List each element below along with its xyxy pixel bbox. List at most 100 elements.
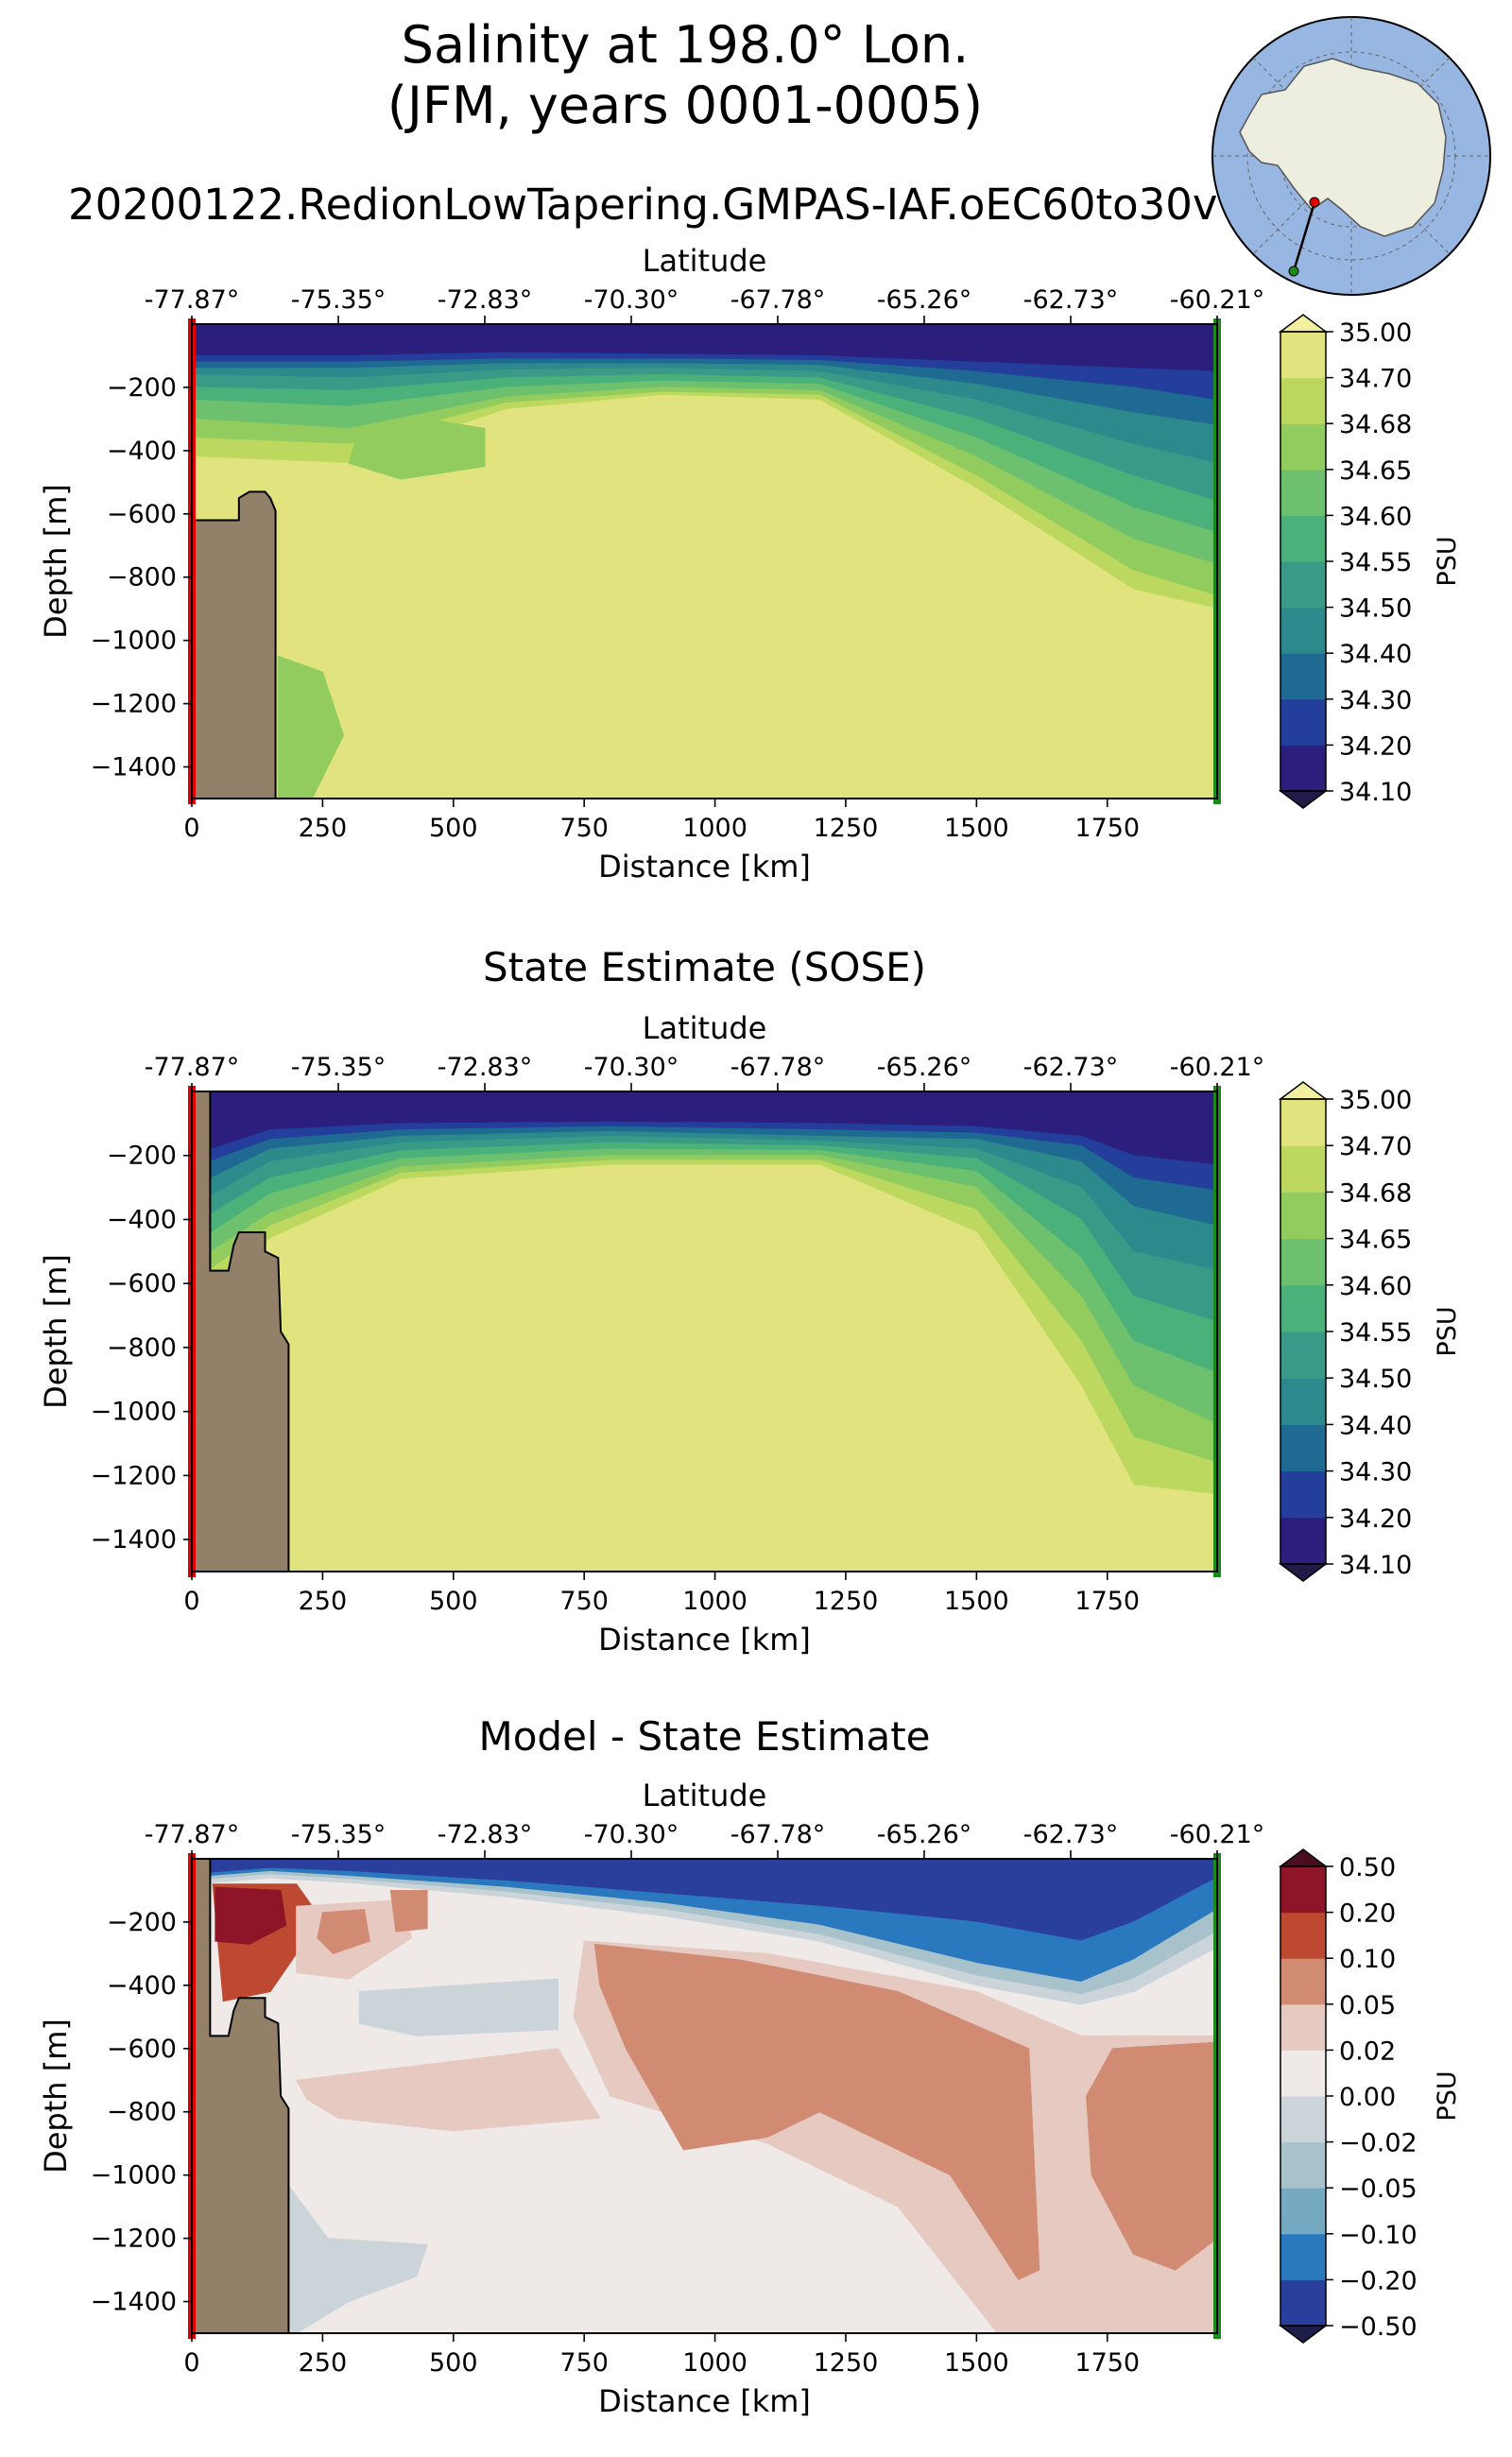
contour-patch-3: [317, 1909, 370, 1954]
lat-tick-label: -60.21°: [1170, 1053, 1265, 1082]
antarctica-landmass: [1239, 58, 1447, 237]
x-tick-label: 1750: [1074, 1587, 1140, 1616]
x-tick-label: 1750: [1074, 2348, 1140, 2378]
panel-sose-salinity: State Estimate (SOSE) Latitude -77.87° -75.…: [38, 944, 1462, 1658]
figure-title-line1: Salinity at 198.0° Lon.: [402, 15, 970, 75]
x-tick-label: 0: [183, 814, 199, 843]
colorbar-segment: [1280, 1192, 1326, 1240]
contour-patch-8: [593, 1943, 1040, 2280]
colorbar-extend-low: [1278, 1563, 1329, 1582]
colorbar-label: PSU: [1433, 1306, 1462, 1356]
x-tick-label: 1250: [814, 1587, 879, 1616]
inset-map: [1211, 16, 1491, 296]
colorbar-tick-label: 34.20: [1339, 1504, 1412, 1534]
colorbar-tick-label: 34.65: [1339, 456, 1412, 486]
x-axis-label: Distance [km]: [598, 1622, 811, 1658]
panel-model-salinity: Latitude -77.87° -75.35° -72.83° -70.30° -67.…: [38, 243, 1462, 885]
bathymetry: [192, 1091, 290, 1572]
figure-title-line2: (JFM, years 0001-0005): [387, 76, 983, 135]
colorbar-segment: [1280, 1866, 1326, 1914]
colorbar-segment: [1280, 2233, 1326, 2280]
x-tick-label: 250: [299, 1587, 348, 1616]
x-tick-label: 1000: [682, 1587, 747, 1616]
colorbar-tick-label: 34.55: [1339, 1318, 1412, 1348]
x-tick-label: 1250: [814, 2348, 879, 2378]
colorbar-tick-label: 34.20: [1339, 731, 1412, 761]
colorbar-tick-label: 0.02: [1339, 2036, 1396, 2066]
contour-band-3: [192, 1874, 1217, 2005]
y-tick-label: −600: [107, 500, 177, 529]
colorbar-segment: [1280, 698, 1326, 746]
lat-tick-label: -62.73°: [1023, 285, 1119, 315]
bathymetry: [192, 1859, 290, 2333]
colorbar-tick-label: 34.30: [1339, 686, 1412, 715]
lat-tick-label: -60.21°: [1170, 1820, 1265, 1849]
lat-tick-label: -67.78°: [730, 1820, 826, 1849]
x-axis-label: Distance [km]: [598, 849, 811, 885]
y-tick-label: −800: [107, 1333, 177, 1363]
x-tick-label: 250: [299, 2348, 348, 2378]
lat-tick-label: -75.35°: [291, 1053, 387, 1082]
y-tick-label: −200: [107, 1142, 177, 1171]
colorbar-tick-label: 34.30: [1339, 1458, 1412, 1487]
lat-tick-label: -70.30°: [584, 1053, 679, 1082]
colorbar-tick-label: 34.65: [1339, 1226, 1412, 1255]
colorbar-segment: [1280, 1424, 1326, 1472]
panel-title: State Estimate (SOSE): [483, 944, 926, 990]
x-tick-label: 500: [429, 1587, 478, 1616]
colorbar: 34.10 34.20 34.30 34.40 34.50 34.55 34.60 34.65…: [1278, 1081, 1462, 1582]
lat-tick-label: -62.73°: [1023, 1820, 1119, 1849]
lat-tick-label: -72.83°: [438, 285, 533, 315]
contour-patch-9: [1086, 2041, 1217, 2271]
x-tick-label: 1750: [1074, 814, 1140, 843]
y-tick-label: −1000: [91, 627, 177, 656]
colorbar-tick-label: 34.55: [1339, 548, 1412, 577]
colorbar-tick-label: 34.70: [1339, 365, 1412, 394]
lat-tick-label: -65.26°: [877, 285, 972, 315]
colorbar-segment: [1280, 1378, 1326, 1425]
colorbar-tick-label: −0.05: [1339, 2174, 1418, 2204]
y-tick-label: −1400: [91, 753, 177, 782]
lat-tick-label: -77.87°: [145, 1820, 240, 1849]
colorbar-segment: [1280, 2050, 1326, 2097]
y-tick-label: −600: [107, 1269, 177, 1298]
colorbar-segment: [1280, 1517, 1326, 1565]
colorbar-segment: [1280, 1238, 1326, 1286]
x-tick-label: 750: [559, 814, 609, 843]
top-axis-label: Latitude: [643, 1778, 767, 1813]
contour-patch-10: [280, 2174, 428, 2333]
colorbar-segment: [1280, 1958, 1326, 2005]
colorbar-tick-label: −0.20: [1339, 2266, 1418, 2295]
panel-difference: Model - State Estimate Latitude -77.87° -75…: [38, 1713, 1462, 2419]
contour-patch-4: [389, 1889, 428, 1933]
colorbar-tick-label: 0.20: [1339, 1899, 1396, 1929]
y-tick-label: −400: [107, 1971, 177, 2001]
colorbar-tick-label: 0.50: [1339, 1853, 1396, 1882]
x-tick-label: 0: [183, 1587, 199, 1616]
lat-tick-label: -77.87°: [145, 285, 240, 315]
colorbar-tick-label: 34.68: [1339, 1178, 1412, 1208]
lat-tick-label: -65.26°: [877, 1053, 972, 1082]
colorbar-segment: [1280, 2003, 1326, 2051]
contour-band-9: [192, 1164, 1217, 1572]
colorbar-extend-low: [1278, 790, 1329, 809]
colorbar-tick-label: 34.60: [1339, 502, 1412, 531]
colorbar-segment: [1280, 469, 1326, 516]
colorbar-segment: [1280, 515, 1326, 562]
colorbar-segment: [1280, 332, 1326, 379]
y-axis-label: Depth [m]: [38, 484, 74, 639]
x-tick-label: 1000: [682, 814, 747, 843]
colorbar-tick-label: −0.50: [1339, 2312, 1418, 2342]
x-tick-label: 1000: [682, 2348, 747, 2378]
colorbar-segment: [1280, 423, 1326, 471]
colorbar-extend-low: [1278, 2325, 1329, 2344]
colorbar-segment: [1280, 1332, 1326, 1379]
colorbar-extend-high: [1278, 314, 1329, 333]
colorbar-segment: [1280, 2096, 1326, 2143]
y-tick-label: −1200: [91, 1461, 177, 1490]
lat-tick-label: -72.83°: [438, 1820, 533, 1849]
plot-frame: [191, 1858, 1218, 2334]
y-axis-label: Depth [m]: [38, 2019, 74, 2174]
y-tick-label: −200: [107, 1908, 177, 1937]
colorbar: −0.50 −0.20 −0.10 −0.05 −0.02 0.00 0.02 0.05 0.1…: [1278, 1848, 1462, 2344]
